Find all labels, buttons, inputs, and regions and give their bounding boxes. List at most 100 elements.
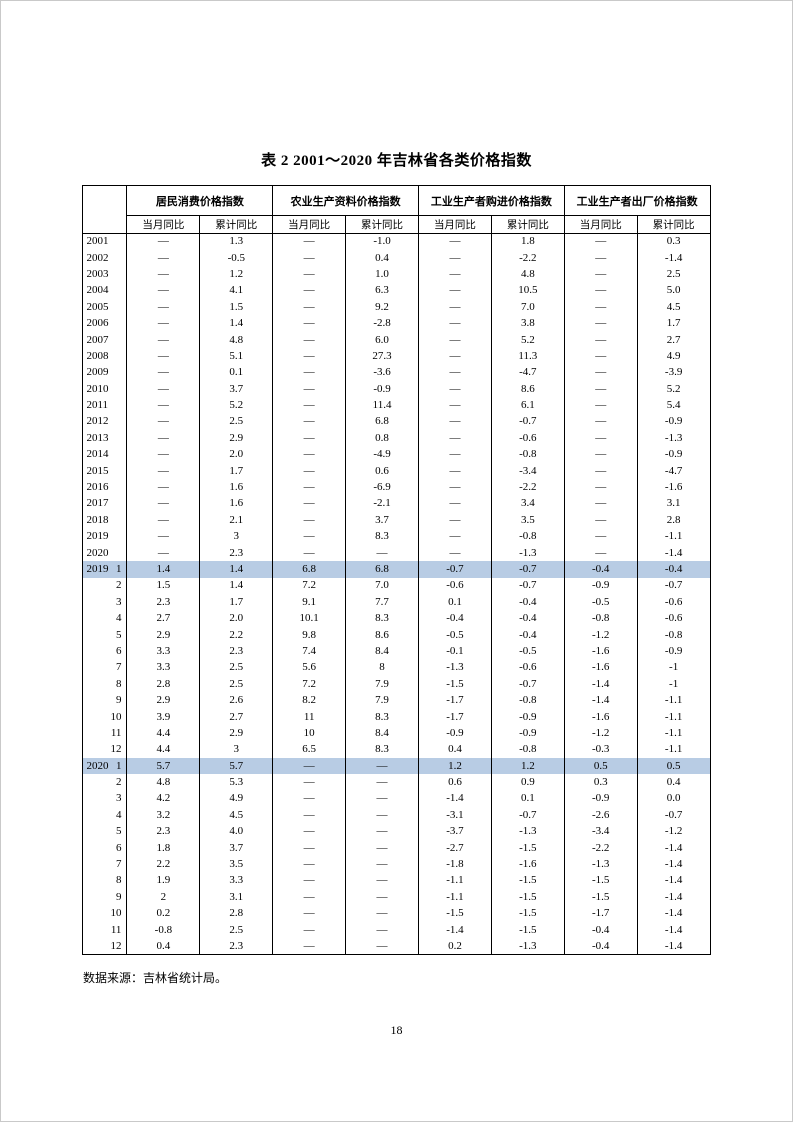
row-label: 2019 bbox=[82, 528, 128, 545]
value-cell: 8.3 bbox=[345, 528, 419, 545]
value-cell: — bbox=[563, 413, 638, 431]
row-label: 2017 bbox=[82, 495, 128, 513]
value-cell: — bbox=[126, 315, 201, 332]
value-cell: — bbox=[418, 397, 492, 414]
value-cell: — bbox=[126, 299, 201, 316]
value-cell: 3.5 bbox=[199, 856, 274, 873]
row-label: 2011 bbox=[82, 397, 128, 414]
value-cell: -0.9 bbox=[418, 725, 492, 742]
row-label: 3 bbox=[82, 790, 128, 808]
row-month-label: 4 bbox=[115, 808, 122, 821]
value-cell: -0.6 bbox=[418, 577, 492, 595]
value-cell: — bbox=[418, 413, 492, 431]
table-row: 2018—2.1—3.7—3.5—2.8 bbox=[82, 512, 711, 529]
sub-header-current-month: 当月同比 bbox=[126, 215, 201, 234]
table-row: 2010—3.7— -0.9—8.6—5.2 bbox=[82, 381, 711, 398]
row-label: 2014 bbox=[82, 446, 128, 463]
value-cell: -1.5 bbox=[563, 889, 638, 906]
value-cell: 0.2 bbox=[126, 905, 201, 922]
value-cell: 2.3 bbox=[199, 643, 274, 660]
value-cell: 2.7 bbox=[126, 610, 201, 627]
row-label: 2010 bbox=[82, 381, 128, 398]
value-cell: 2.2 bbox=[199, 626, 274, 644]
row-label: 8 bbox=[82, 872, 128, 890]
value-cell: — bbox=[418, 381, 492, 398]
value-cell: 0.4 bbox=[418, 741, 492, 758]
value-cell: 2.8 bbox=[126, 676, 201, 693]
value-cell: — bbox=[345, 839, 419, 857]
value-cell: 3.1 bbox=[199, 889, 274, 906]
value-cell: 2.3 bbox=[126, 594, 201, 611]
value-cell: — bbox=[345, 774, 419, 791]
value-cell: — bbox=[272, 938, 347, 955]
value-cell: 4.8 bbox=[490, 266, 565, 283]
value-cell: 3.3 bbox=[126, 643, 201, 660]
value-cell: — bbox=[563, 430, 638, 447]
value-cell: — bbox=[563, 528, 638, 545]
value-cell: — bbox=[126, 528, 201, 545]
value-cell: -0.4 bbox=[418, 610, 492, 627]
row-label: 2 bbox=[82, 577, 128, 595]
value-cell: -3.4 bbox=[490, 462, 565, 480]
value-cell: — bbox=[418, 282, 492, 300]
value-cell: — bbox=[418, 331, 492, 349]
value-cell: — bbox=[272, 348, 347, 365]
value-cell: — bbox=[345, 807, 419, 824]
value-cell: — bbox=[345, 905, 419, 922]
row-month-label: 2 bbox=[115, 579, 122, 592]
value-cell: — bbox=[418, 364, 492, 382]
value-cell: 8.3 bbox=[345, 610, 419, 627]
group-header-row: 居民消费价格指数 农业生产资料价格指数 工业生产者购进价格指数 工业生产者出厂价… bbox=[82, 185, 711, 234]
value-cell: -0.8 bbox=[490, 692, 565, 709]
value-cell: — bbox=[272, 544, 347, 562]
value-cell: 1.4 bbox=[126, 561, 201, 578]
value-cell: 0.6 bbox=[418, 774, 492, 791]
value-cell: — bbox=[272, 856, 347, 873]
table-row: 2019—3—8.3— -0.8— -1.1 bbox=[82, 528, 711, 545]
value-cell: 8.3 bbox=[345, 708, 419, 726]
value-cell: -0.4 bbox=[490, 626, 565, 644]
value-cell: -1.4 bbox=[636, 872, 711, 890]
row-month-label: 1 bbox=[115, 563, 122, 575]
value-cell: 2.2 bbox=[126, 856, 201, 873]
value-cell: 1.7 bbox=[636, 315, 711, 332]
value-cell: -1.1 bbox=[636, 528, 711, 545]
row-month-label: 8 bbox=[115, 874, 122, 887]
value-cell: -1.1 bbox=[636, 741, 711, 758]
row-year-label: 2018 bbox=[86, 513, 109, 526]
row-month-label: 2 bbox=[115, 776, 122, 789]
value-cell: — bbox=[126, 233, 201, 250]
value-cell: 5.3 bbox=[199, 774, 274, 791]
table-row: 2006—1.4— -2.8—3.8—1.7 bbox=[82, 315, 711, 332]
value-cell: 8.4 bbox=[345, 643, 419, 660]
sub-header-current-month: 当月同比 bbox=[563, 215, 638, 234]
value-cell: 11.4 bbox=[345, 397, 419, 414]
row-year-label: 2004 bbox=[86, 284, 109, 297]
value-cell: -6.9 bbox=[345, 479, 419, 496]
value-cell: — bbox=[563, 544, 638, 562]
value-cell: -0.7 bbox=[490, 676, 565, 693]
value-cell: 2.5 bbox=[199, 676, 274, 693]
table-row: 2 4.8 5.3— —0.6 0.9 0.3 0.4 bbox=[82, 774, 711, 791]
table-row: 10 0.2 2.8— — -1.5 -1.5 -1.7 -1.4 bbox=[82, 905, 711, 922]
value-cell: 10.1 bbox=[272, 610, 347, 627]
value-cell: 4.5 bbox=[636, 299, 711, 316]
value-cell: 3.7 bbox=[199, 839, 274, 857]
value-cell: — bbox=[563, 266, 638, 283]
value-cell: 2.7 bbox=[199, 708, 274, 726]
value-cell: 1.7 bbox=[199, 462, 274, 480]
value-cell: -0.1 bbox=[418, 643, 492, 660]
row-label: 2005 bbox=[82, 299, 128, 316]
value-cell: -1.4 bbox=[636, 889, 711, 906]
table-row: 2001—1.3— -1.0—1.8—0.3 bbox=[82, 233, 711, 250]
value-cell: — bbox=[272, 397, 347, 414]
value-cell: 5.7 bbox=[126, 758, 201, 775]
value-cell: 7.9 bbox=[345, 676, 419, 693]
value-cell: -3.1 bbox=[418, 807, 492, 824]
value-cell: -2.1 bbox=[345, 495, 419, 513]
value-cell: -3.9 bbox=[636, 364, 711, 382]
value-cell: — bbox=[272, 905, 347, 922]
row-year-label: 2012 bbox=[86, 415, 109, 428]
value-cell: 2.9 bbox=[199, 725, 274, 742]
